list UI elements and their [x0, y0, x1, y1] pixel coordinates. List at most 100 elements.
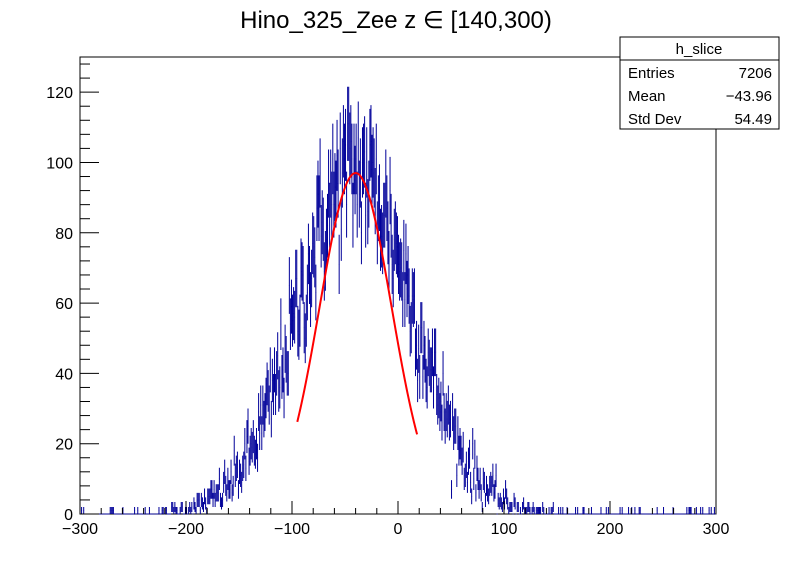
- histogram-bin: [340, 197, 342, 261]
- histogram-bin: [208, 488, 210, 505]
- histogram-bin: [465, 451, 467, 478]
- histogram-bin: [263, 400, 265, 438]
- histogram-bin: [446, 400, 448, 438]
- histogram-bin: [365, 182, 367, 248]
- histogram-bin: [412, 272, 414, 328]
- histogram-bin: [517, 502, 519, 512]
- histogram-bin: [689, 506, 691, 514]
- histogram-bin: [251, 431, 253, 463]
- histogram-bin: [189, 502, 191, 512]
- histogram-bin: [175, 506, 177, 514]
- histogram-bin: [162, 506, 164, 514]
- histogram-bin: [470, 471, 472, 493]
- histogram-bin: [454, 408, 456, 444]
- histogram-bin: [418, 324, 420, 373]
- histogram-bin: [474, 439, 476, 469]
- histogram-bin: [482, 467, 484, 490]
- histogram-bin: [370, 105, 372, 178]
- histogram-bin: [190, 506, 192, 514]
- stats-stddev-label: Std Dev: [628, 111, 682, 128]
- histogram-bin: [345, 108, 347, 181]
- histogram-bin: [695, 506, 697, 514]
- histogram-bin: [158, 506, 160, 514]
- stats-stddev-value: 54.49: [734, 111, 772, 128]
- histogram-bin: [516, 502, 518, 512]
- histogram-bin: [526, 506, 528, 514]
- histogram-bin: [442, 351, 444, 396]
- histogram-bin: [325, 208, 327, 271]
- histogram-bin: [202, 502, 205, 512]
- x-tick-label: 100: [491, 521, 518, 538]
- histogram-bin: [471, 488, 473, 505]
- histogram-bin: [243, 451, 245, 478]
- histogram-bin: [270, 400, 272, 438]
- histogram-bin: [500, 497, 502, 510]
- histogram-bin: [493, 484, 495, 502]
- histogram-bin: [321, 190, 323, 255]
- histogram-bin: [262, 385, 264, 425]
- histogram-bin: [404, 272, 406, 328]
- histogram-bin: [449, 400, 451, 438]
- histogram-bin: [280, 298, 282, 350]
- histogram-bin: [700, 506, 702, 514]
- histogram-bin: [297, 305, 299, 357]
- histogram-bin: [399, 242, 401, 301]
- histogram-bin: [452, 393, 454, 431]
- histogram-bin: [507, 497, 509, 510]
- histogram-bin: [462, 431, 464, 463]
- histogram-bin: [191, 502, 193, 512]
- histogram-bin: [240, 463, 242, 487]
- stats-entries-value: 7206: [739, 65, 772, 82]
- y-tick-label: 120: [46, 85, 73, 102]
- histogram-bin: [509, 502, 511, 512]
- histogram-bin: [314, 227, 316, 288]
- histogram-bin: [505, 480, 507, 499]
- histogram-bin: [360, 201, 362, 265]
- histogram-bin: [488, 488, 490, 505]
- histogram-bin: [247, 408, 249, 444]
- histogram-bin: [619, 506, 621, 514]
- stats-mean-value: −43.96: [726, 88, 772, 105]
- histogram-bin: [381, 205, 383, 268]
- histogram-bin: [447, 385, 449, 425]
- y-tick-label: 100: [46, 155, 73, 172]
- histogram-bin: [575, 506, 577, 514]
- y-tick-label: 20: [55, 437, 73, 454]
- histogram-bin: [461, 447, 463, 475]
- histogram-bin: [181, 502, 183, 512]
- histogram-bin: [233, 435, 235, 466]
- histogram-bin: [248, 447, 250, 475]
- histogram-bin: [472, 427, 474, 460]
- histogram-bin: [434, 328, 436, 377]
- histogram-bin: [514, 497, 516, 510]
- histogram-bin: [316, 175, 318, 241]
- histogram-bin: [302, 245, 304, 304]
- histogram-bin: [455, 408, 457, 444]
- histogram-bin: [161, 506, 163, 514]
- histogram-bin: [408, 268, 410, 324]
- histogram-bin: [334, 153, 336, 221]
- histogram-bin: [506, 488, 508, 505]
- histogram-bin: [538, 506, 541, 514]
- histogram-bin: [511, 502, 513, 512]
- histogram-bin: [273, 347, 276, 393]
- histogram-bin: [218, 467, 220, 490]
- histogram-bin: [264, 393, 266, 431]
- histogram-bin: [239, 459, 241, 484]
- histogram-bin: [382, 212, 384, 275]
- histogram-bin: [235, 455, 237, 481]
- histogram-bin: [349, 112, 351, 185]
- histogram-bin: [231, 484, 233, 502]
- y-tick-label: 0: [64, 507, 73, 524]
- histogram-bin: [195, 506, 197, 514]
- histogram-bin: [336, 119, 338, 191]
- histogram-bin: [171, 502, 173, 512]
- histogram-bin: [342, 105, 344, 178]
- histogram-bin: [638, 506, 640, 514]
- histogram-bin: [420, 302, 422, 354]
- histogram-bin: [285, 336, 287, 383]
- histogram-bin: [532, 502, 534, 512]
- histogram-bin: [324, 231, 326, 291]
- histogram-bin: [201, 497, 203, 510]
- histogram-bin: [266, 362, 268, 406]
